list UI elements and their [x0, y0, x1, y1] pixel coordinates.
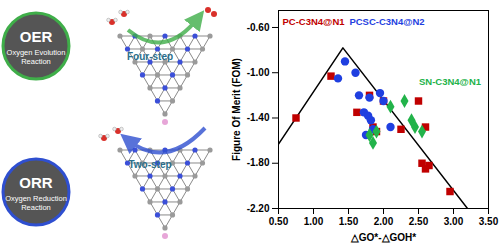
svg-text:2.50: 2.50	[409, 216, 429, 227]
svg-text:Two-step: Two-step	[128, 159, 171, 170]
svg-text:Four-step: Four-step	[127, 51, 173, 62]
svg-text:Oxygen Evolution: Oxygen Evolution	[7, 48, 66, 57]
svg-text:-1.40: -1.40	[247, 112, 270, 123]
svg-text:-1.00: -1.00	[247, 67, 270, 78]
svg-text:△GO*-△GOH*: △GO*-△GOH*	[350, 232, 417, 243]
svg-text:1.00: 1.00	[304, 216, 324, 227]
svg-text:-1.80: -1.80	[247, 157, 270, 168]
svg-text:ORR: ORR	[19, 174, 53, 191]
svg-text:2.00: 2.00	[374, 216, 394, 227]
svg-text:3.00: 3.00	[444, 216, 464, 227]
svg-text:Oxygen Reduction: Oxygen Reduction	[5, 194, 67, 203]
svg-text:-2.20: -2.20	[247, 203, 270, 214]
svg-text:-0.60: -0.60	[247, 22, 270, 33]
svg-text:PCSC-C3N4@N2: PCSC-C3N4@N2	[349, 16, 424, 27]
svg-text:OER: OER	[20, 28, 53, 45]
svg-text:Figure Of Merit (FOM): Figure Of Merit (FOM)	[231, 58, 242, 161]
svg-text:3.50: 3.50	[479, 216, 499, 227]
svg-text:Reaction: Reaction	[21, 57, 51, 66]
svg-text:0.50: 0.50	[269, 216, 289, 227]
svg-text:PC-C3N4@N1: PC-C3N4@N1	[282, 16, 345, 27]
svg-text:Reaction: Reaction	[21, 203, 51, 212]
svg-text:1.50: 1.50	[339, 216, 359, 227]
svg-text:SN-C3N4@N1: SN-C3N4@N1	[419, 76, 482, 87]
